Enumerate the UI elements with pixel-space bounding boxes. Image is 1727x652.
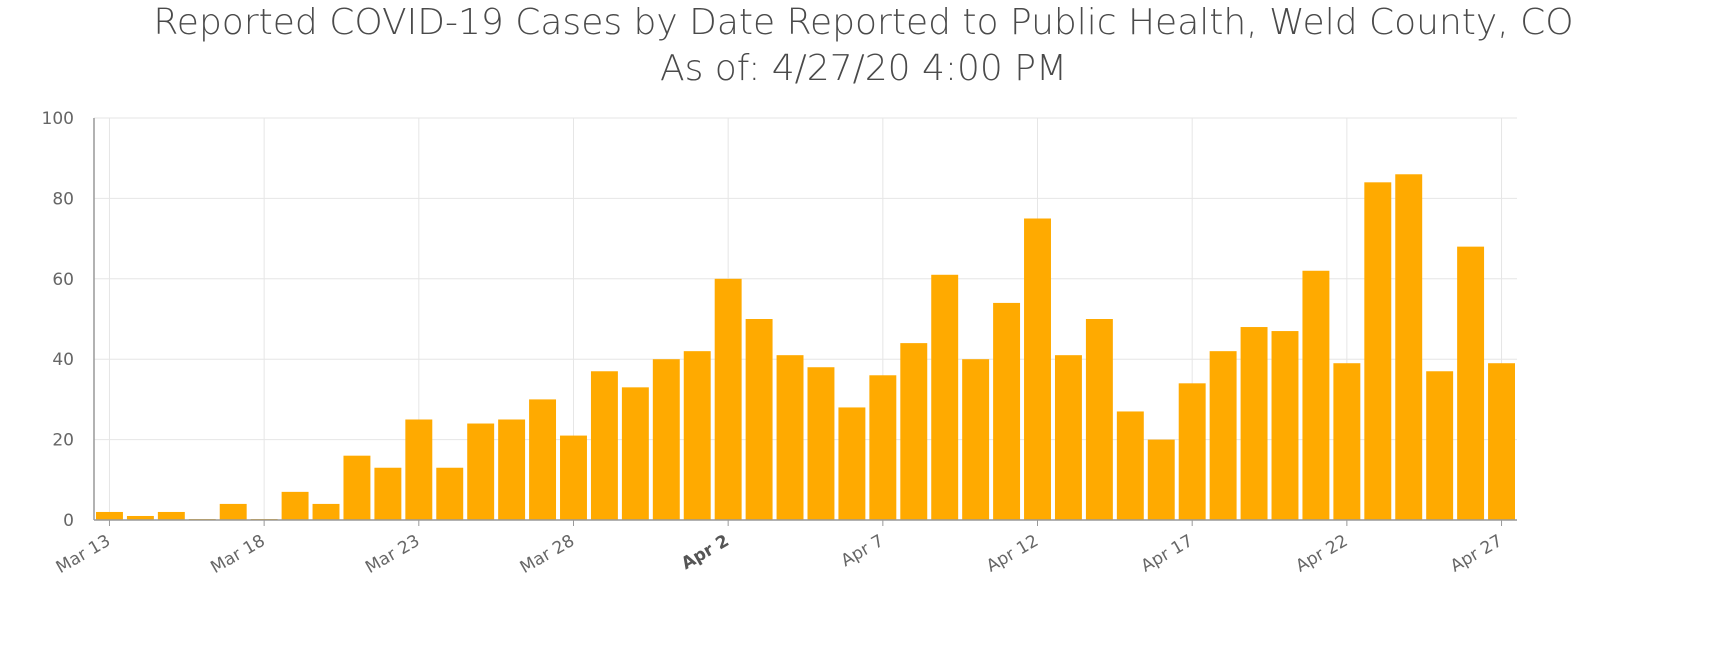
bar[interactable] [1054,355,1082,520]
bar[interactable] [343,455,371,520]
bar[interactable] [1178,383,1206,520]
bar[interactable] [126,515,154,520]
bar[interactable] [560,435,587,520]
x-tick-label: Mar 18 [207,531,268,578]
x-tick-label: Mar 28 [517,531,578,578]
bar[interactable] [281,491,309,520]
bar[interactable] [869,375,897,520]
bar[interactable] [405,419,433,521]
bar[interactable] [621,387,649,520]
bar[interactable] [652,359,680,520]
bar[interactable] [374,467,402,520]
bar[interactable] [1116,411,1144,520]
bar[interactable] [1426,371,1454,520]
bar[interactable] [436,467,464,520]
bar[interactable] [1364,182,1392,520]
x-tick-label: Mar 13 [53,531,114,578]
y-tick-label: 100 [42,109,74,129]
bar[interactable] [312,503,340,520]
bar[interactable] [838,407,866,520]
x-tick-label: Apr 22 [1292,531,1351,577]
bar[interactable] [498,419,526,521]
bar[interactable] [1147,439,1175,520]
y-tick-label: 0 [63,511,74,531]
bar[interactable] [900,343,928,520]
bar[interactable] [1240,327,1268,520]
bar[interactable] [1271,331,1299,520]
x-tick-label: Apr 27 [1447,531,1506,577]
chart-subtitle: As of: 4/27/20 4:00 PM [659,48,1068,89]
x-tick-label: Apr 2 [678,531,733,574]
bar[interactable] [1488,363,1515,520]
bar[interactable] [219,503,247,520]
bar[interactable] [1333,363,1361,520]
bar[interactable] [1085,319,1113,520]
bar[interactable] [962,359,990,520]
bar[interactable] [1209,351,1237,520]
bar[interactable] [1302,270,1330,520]
bar[interactable] [776,355,804,520]
axes [93,118,1517,526]
bar[interactable] [1457,246,1485,520]
bar[interactable] [590,371,618,520]
bar[interactable] [683,351,711,520]
bar[interactable] [931,274,959,520]
bar[interactable] [714,278,742,520]
chart-title: Reported COVID-19 Cases by Date Reported… [153,2,1574,43]
bar[interactable] [467,423,495,520]
bar[interactable] [96,511,123,520]
bar[interactable] [1024,218,1051,521]
x-tick-label: Apr 17 [1138,531,1197,577]
bar[interactable] [157,511,185,520]
bar[interactable] [745,319,773,520]
y-tick-label: 20 [52,431,74,451]
y-tick-label: 60 [52,270,74,290]
bar[interactable] [1395,174,1423,520]
bar[interactable] [993,302,1021,520]
bar[interactable] [529,399,557,520]
x-tick-label: Mar 23 [362,531,423,578]
bars [96,174,1515,520]
x-tick-label: Apr 7 [838,531,888,571]
bar[interactable] [807,367,835,520]
y-tick-label: 80 [52,189,74,209]
y-tick-label: 40 [52,350,74,370]
x-tick-label: Apr 12 [983,531,1042,577]
